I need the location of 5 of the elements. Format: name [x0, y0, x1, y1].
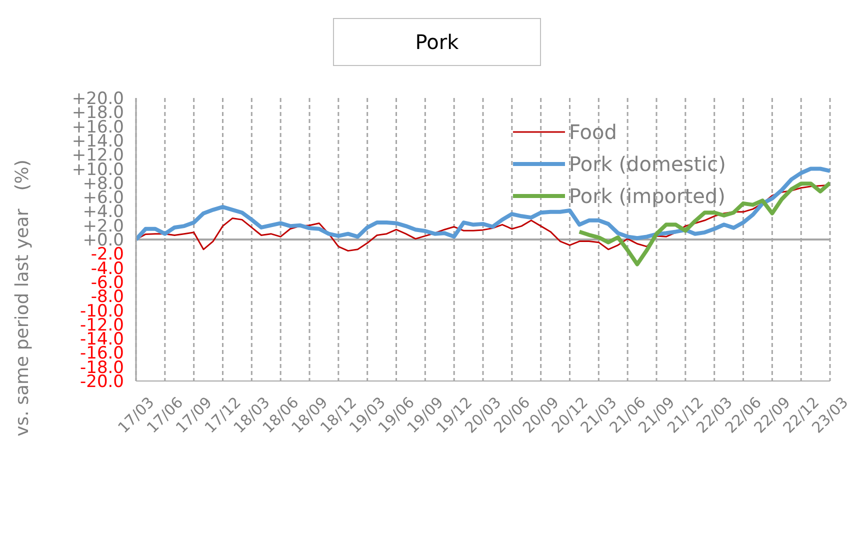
legend-label: Food — [569, 120, 617, 144]
legend-label: Pork (imported) — [569, 184, 726, 208]
y-axis-title: vs. same period last year (%) — [12, 160, 33, 436]
legend-label: Pork (domestic) — [569, 152, 726, 176]
chart-title: Pork — [333, 18, 541, 66]
